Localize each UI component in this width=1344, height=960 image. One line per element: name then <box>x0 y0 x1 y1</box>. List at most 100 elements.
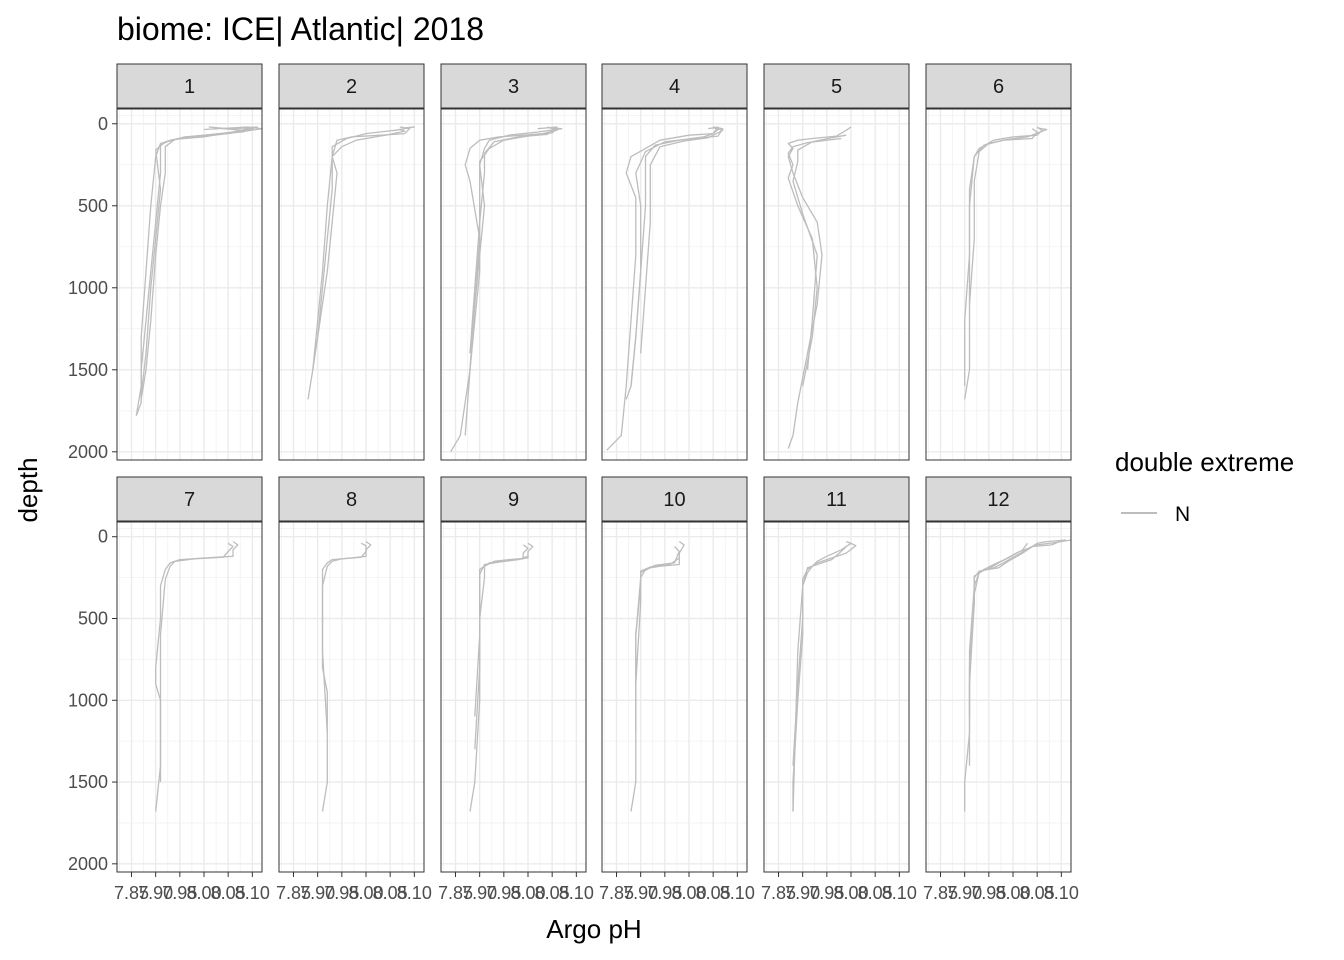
profile-line <box>464 127 563 436</box>
profile-line <box>469 126 558 370</box>
panel-background <box>926 522 1071 872</box>
profile-line <box>140 127 253 401</box>
panel-background <box>279 109 424 460</box>
profile-line <box>312 126 415 370</box>
x-tick-label: 8.05 <box>696 883 731 903</box>
facet-strip <box>925 63 1072 109</box>
y-tick-label: 1500 <box>68 772 108 792</box>
x-tick-label: 8.10 <box>882 883 917 903</box>
x-tick-label: 8.00 <box>186 883 221 903</box>
x-tick-label: 8.00 <box>671 883 706 903</box>
x-tick-label: 7.90 <box>138 883 173 903</box>
profile-line <box>792 540 852 812</box>
y-tick-label: 1000 <box>68 690 108 710</box>
y-tick-label: 1000 <box>68 278 108 298</box>
facet-panel-6: 6 <box>925 63 1072 461</box>
profile-line <box>635 557 680 684</box>
facet-strip <box>440 476 587 522</box>
panel-background <box>926 109 1071 460</box>
facet-panel-10: 10 7.857.907.958.008.058.10 <box>599 476 755 903</box>
facet-strip <box>440 63 587 109</box>
panel-background <box>279 522 424 872</box>
panel-border <box>278 108 425 461</box>
x-tick-label: 8.05 <box>858 883 893 903</box>
facet-panel-8: 8 7.857.907.958.008.058.10 <box>276 476 432 903</box>
facet-panel-3: 3 <box>440 63 587 461</box>
facet-panel-11: 11 7.857.907.958.008.058.10 <box>761 476 917 903</box>
legend: double extreme N <box>1115 447 1294 526</box>
facet-strip <box>116 476 263 522</box>
facet-panel-5: 5 <box>763 63 910 461</box>
x-tick-label: 8.10 <box>720 883 755 903</box>
panel-border <box>440 108 587 461</box>
profile-line <box>474 555 529 717</box>
profile-line <box>787 126 852 449</box>
facet-strip-label: 9 <box>508 489 519 511</box>
x-tick-label: 8.00 <box>833 883 868 903</box>
y-tick-label: 2000 <box>68 854 108 874</box>
panel-background <box>602 522 747 872</box>
y-tick-label: 1500 <box>68 360 108 380</box>
x-tick-label: 7.95 <box>162 883 197 903</box>
x-tick-label: 7.85 <box>114 883 149 903</box>
facet-strip-label: 2 <box>346 76 357 98</box>
profile-line <box>307 126 411 400</box>
panel-border <box>925 108 1072 461</box>
profile-line <box>973 539 1072 595</box>
facet-strip <box>278 476 425 522</box>
facet-strip <box>116 63 263 109</box>
facet-strip <box>763 476 910 522</box>
y-tick-label: 500 <box>78 196 108 216</box>
profile-line <box>792 546 847 812</box>
facet-strip <box>925 476 1072 522</box>
profile-line <box>968 540 1062 766</box>
facet-strip <box>601 476 748 522</box>
y-tick-label: 0 <box>98 527 108 547</box>
x-tick-label: 7.90 <box>785 883 820 903</box>
y-tick-label: 500 <box>78 608 108 628</box>
x-tick-label: 7.95 <box>324 883 359 903</box>
panel-border <box>763 521 910 873</box>
facet-strip-label: 5 <box>831 76 842 98</box>
profile-line <box>964 126 1043 400</box>
panel-background <box>764 109 909 460</box>
x-tick-label: 7.85 <box>438 883 473 903</box>
x-tick-label: 7.90 <box>462 883 497 903</box>
profile-line <box>140 127 253 400</box>
profile-line <box>640 127 724 354</box>
x-tick-label: 8.05 <box>1020 883 1055 903</box>
panel-border <box>601 108 748 461</box>
panel-background <box>764 522 909 872</box>
x-tick-label: 8.05 <box>535 883 570 903</box>
facet-strip-label: 10 <box>663 489 685 511</box>
profile-line <box>159 542 234 782</box>
legend-key-label: N <box>1175 503 1190 526</box>
x-tick-label: 8.00 <box>995 883 1030 903</box>
profile-line <box>321 542 367 734</box>
profile-line <box>469 128 558 354</box>
chart-title: biome: ICE| Atlantic| 2018 <box>117 11 484 47</box>
facet-panel-4: 4 <box>601 63 748 461</box>
x-tick-label: 7.90 <box>947 883 982 903</box>
x-tick-label: 7.95 <box>486 883 521 903</box>
x-axis-title: Argo pH <box>546 914 641 944</box>
facet-strip-label: 3 <box>508 76 519 98</box>
y-tick-label: 2000 <box>68 442 108 462</box>
panel-border <box>278 521 425 873</box>
facet-panel-9: 9 7.857.907.958.008.058.10 <box>438 476 594 903</box>
facet-strip-label: 1 <box>184 76 195 98</box>
facet-panel-2: 2 <box>278 63 425 461</box>
panel-border <box>116 521 263 873</box>
facet-strip-label: 12 <box>987 489 1009 511</box>
facet-panel-7: 7 0 500 1000 1500 2000 7.857.907.958.008.058.1… <box>68 476 270 903</box>
profile-line <box>155 541 239 812</box>
x-tick-label: 7.90 <box>300 883 335 903</box>
x-tick-label: 7.85 <box>923 883 958 903</box>
x-tick-label: 7.90 <box>623 883 658 903</box>
panel-background <box>602 109 747 460</box>
x-tick-label: 7.95 <box>647 883 682 903</box>
x-tick-label: 8.10 <box>235 883 270 903</box>
x-tick-label: 8.10 <box>397 883 432 903</box>
profile-line <box>968 127 1048 305</box>
